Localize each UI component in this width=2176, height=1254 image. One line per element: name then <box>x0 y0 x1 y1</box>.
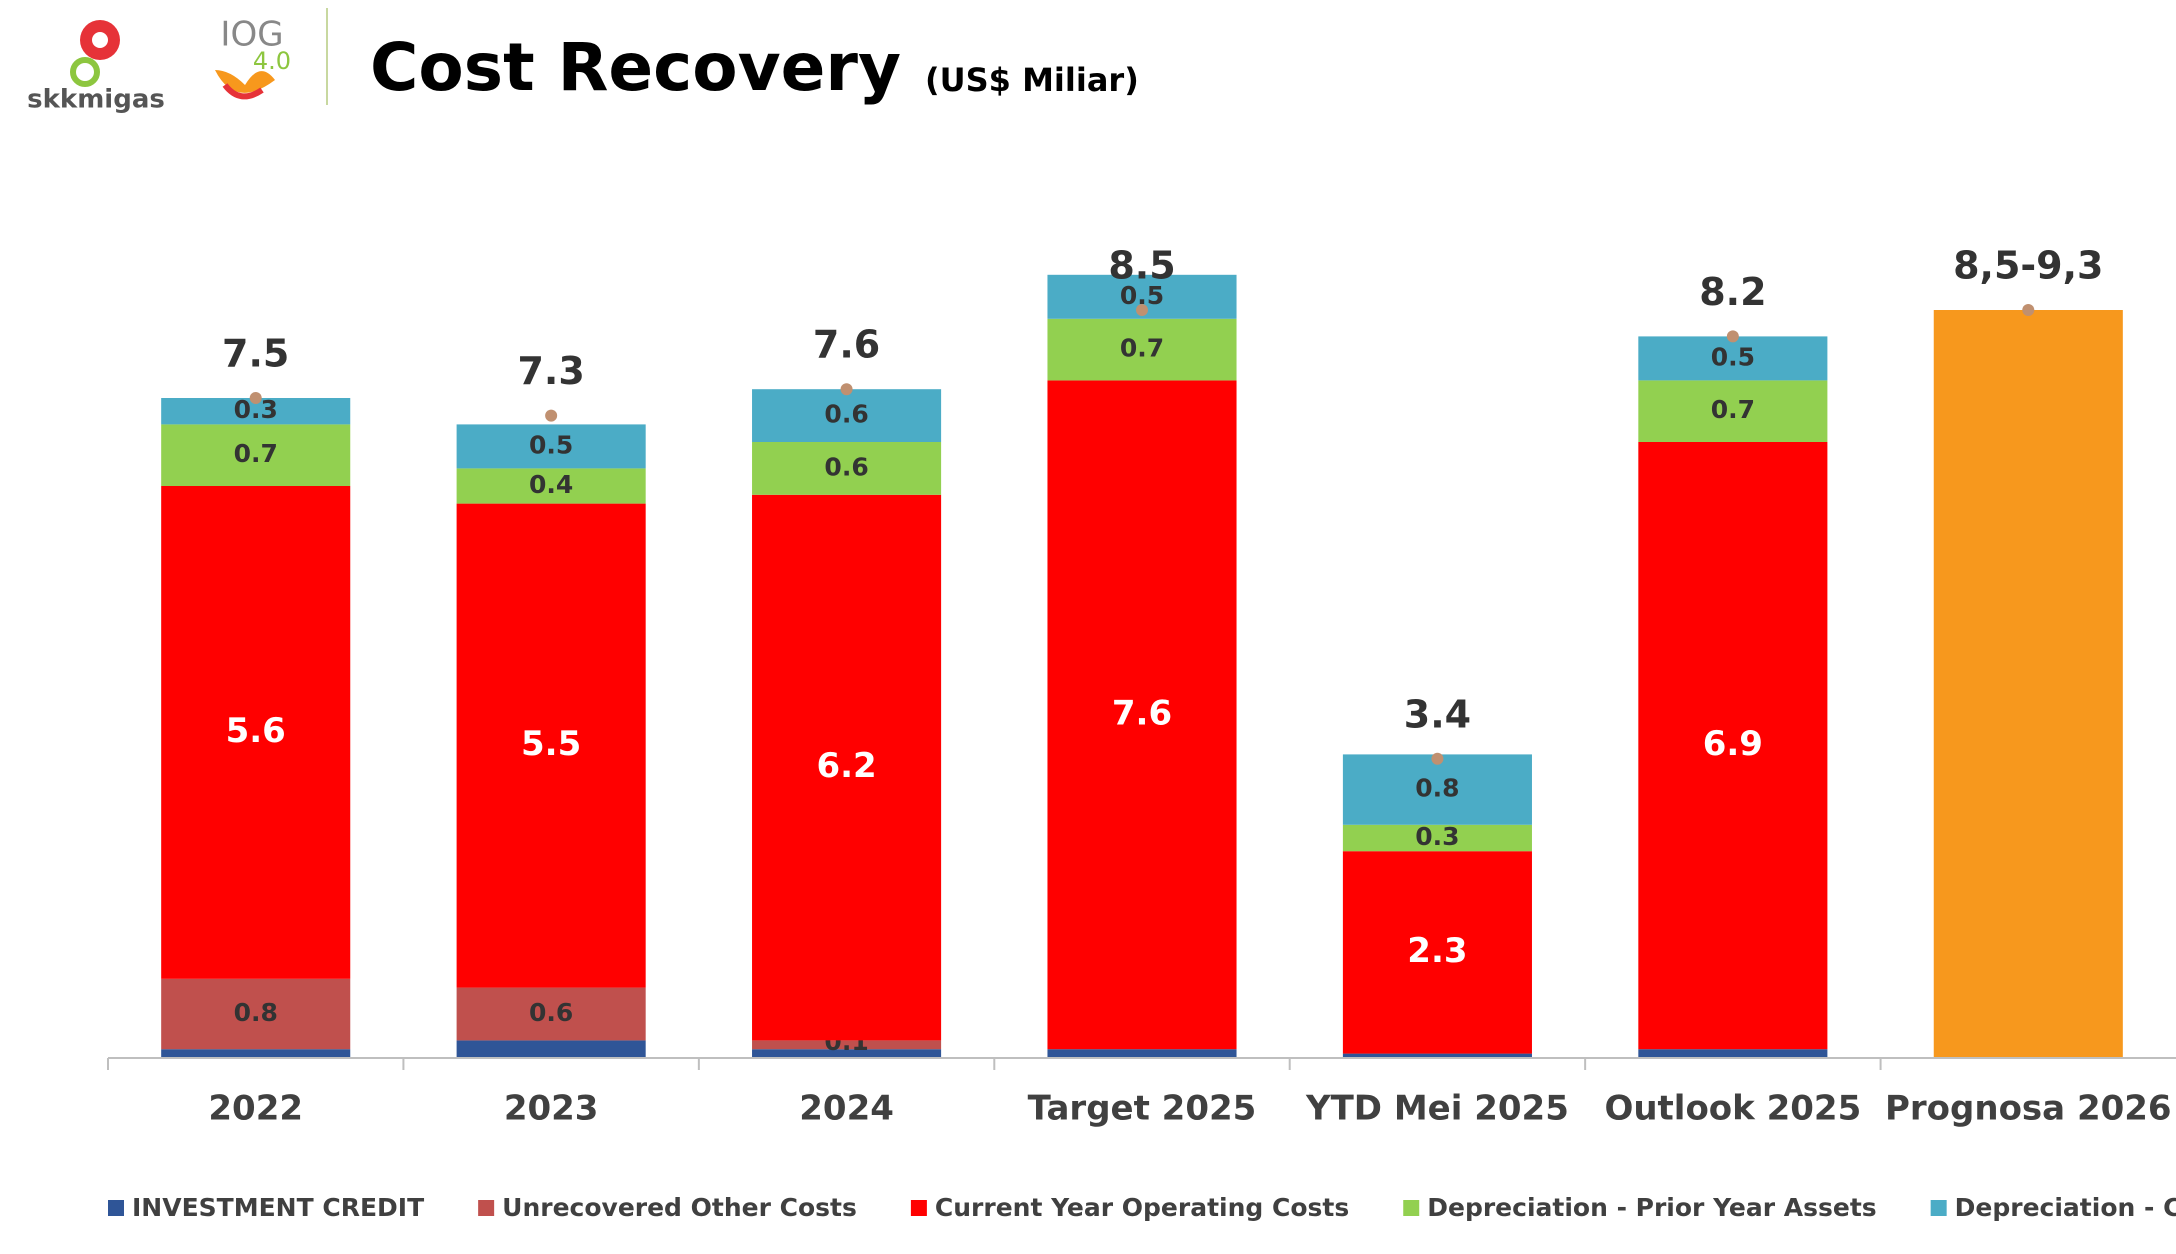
total-marker <box>1726 330 1739 343</box>
total-label: 7.5 <box>222 332 289 376</box>
x-tick-label: 2024 <box>799 1089 894 1129</box>
legend-label: INVESTMENT CREDIT <box>132 1193 424 1222</box>
chart-subtitle: (US$ Miliar) <box>925 61 1139 99</box>
bar-segment <box>1342 824 1532 852</box>
bar-segment <box>456 503 646 988</box>
legend-swatch <box>1403 1200 1420 1216</box>
legend: INVESTMENT CREDIT Unrecovered Other Costs… <box>108 1193 2176 1222</box>
iog-logo: IOG 4.0 <box>215 15 291 100</box>
total-label: 8.5 <box>1108 244 1175 288</box>
bar-segment <box>752 1049 942 1058</box>
bar-segment <box>752 389 942 442</box>
legend-label: Depreciation - Prior Year Assets <box>1427 1193 1876 1222</box>
bar-segment <box>1638 380 1828 442</box>
data-label: 0.8 <box>234 998 278 1027</box>
bar-segment <box>1047 318 1237 381</box>
bar-segment <box>1047 380 1237 1050</box>
data-label: 6.2 <box>816 746 876 786</box>
x-tick-label: Prognosa 2026 <box>1885 1089 2172 1129</box>
bar-segment <box>752 1040 942 1050</box>
data-label: 0.7 <box>1711 395 1755 424</box>
bar-segment <box>1047 1049 1237 1058</box>
x-tick-label: YTD Mei 2025 <box>1305 1089 1569 1129</box>
legend-swatch <box>108 1200 124 1216</box>
bar <box>1933 310 2123 1058</box>
x-tick-label: Target 2025 <box>1028 1089 1257 1129</box>
data-label: 5.5 <box>521 724 581 764</box>
total-marker <box>249 392 262 404</box>
skkmigas-logo: skkmigas <box>27 20 165 115</box>
data-label: 0.8 <box>1415 774 1459 803</box>
total-marker <box>2022 304 2035 316</box>
total-label: 7.3 <box>517 349 584 393</box>
chart-title: Cost Recovery <box>370 29 901 106</box>
bar-segment <box>456 424 646 469</box>
total-marker <box>545 409 558 422</box>
legend-swatch <box>1930 1200 1947 1216</box>
bar-segment <box>161 486 351 979</box>
legend-label: Current Year Operating Costs <box>935 1193 1349 1222</box>
total-marker <box>840 383 853 396</box>
bar-segment <box>161 978 351 1050</box>
x-tick-label: 2023 <box>504 1089 599 1129</box>
bar-segment <box>1342 851 1532 1054</box>
data-label: 0.7 <box>1120 334 1164 363</box>
data-label: 2.3 <box>1407 931 1467 971</box>
data-label: 5.6 <box>226 711 286 751</box>
bar-segment <box>161 1049 351 1058</box>
bar-segment <box>1638 1049 1828 1058</box>
data-label: 0.6 <box>824 452 868 481</box>
bar-segment <box>456 987 646 1041</box>
bar-segment <box>456 1040 646 1058</box>
bar-segment <box>1638 336 1828 381</box>
data-label: 0.6 <box>529 998 573 1027</box>
total-marker <box>1431 752 1444 765</box>
logo-pin-hole <box>92 32 108 48</box>
data-label: 0.4 <box>529 470 573 499</box>
data-label: 0.5 <box>1711 342 1755 371</box>
data-label: 0.3 <box>1415 822 1459 851</box>
logo-text: IOG <box>220 15 283 55</box>
logo-text: skkmigas <box>27 85 165 115</box>
total-marker <box>1136 304 1148 316</box>
x-tick-label: 2022 <box>208 1089 303 1129</box>
total-label: 3.4 <box>1404 692 1471 736</box>
total-label: 8.2 <box>1699 270 1766 314</box>
data-label: 7.6 <box>1112 693 1172 733</box>
total-label: 8,5-9,3 <box>1953 244 2103 288</box>
legend-swatch <box>910 1200 927 1216</box>
data-label: 0.5 <box>529 430 573 459</box>
legend-label: Unrecovered Other Costs <box>502 1193 857 1222</box>
bar-segment <box>1638 442 1828 1050</box>
bar-segment <box>1342 1053 1532 1058</box>
logo-text: 4.0 <box>253 47 291 75</box>
logo-ring <box>70 57 100 87</box>
bar-segment <box>752 494 942 1041</box>
bar-segment <box>456 468 646 504</box>
bar-segment <box>752 442 942 495</box>
legend-swatch <box>478 1200 495 1216</box>
bar-segment <box>161 424 351 486</box>
bar-segment <box>1342 754 1532 825</box>
legend-label: Depreciation - Current Year Assets <box>1955 1193 2176 1222</box>
data-label: 0.6 <box>824 400 868 429</box>
logo-swoosh <box>222 83 264 100</box>
total-label: 7.6 <box>813 323 880 367</box>
data-label: 0.7 <box>234 439 278 468</box>
data-label: 6.9 <box>1703 724 1763 764</box>
x-tick-label: Outlook 2025 <box>1604 1089 1861 1129</box>
